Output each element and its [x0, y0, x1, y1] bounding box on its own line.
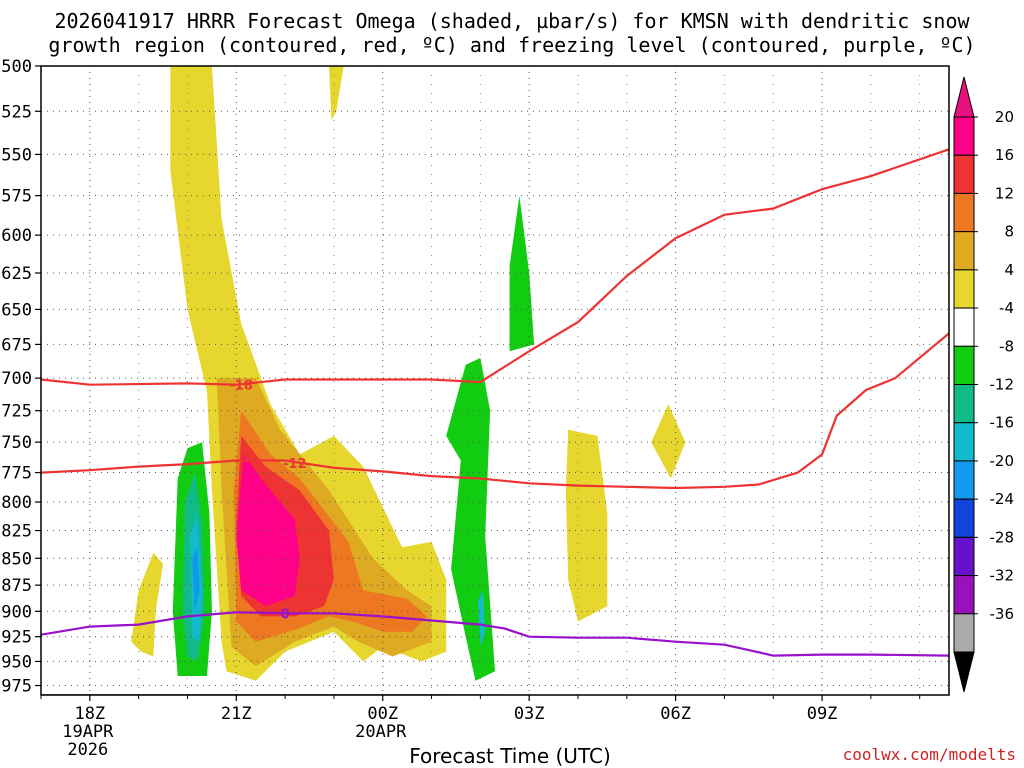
omega-region-14 — [192, 547, 200, 612]
colorbar-swatch — [953, 575, 975, 615]
colorbar-tick-label: 4 — [1004, 261, 1014, 279]
dgz_minus18-label: -18 — [229, 379, 253, 394]
colorbar-tick-label: -36 — [990, 605, 1015, 623]
colorbar-tick-label: -12 — [990, 376, 1015, 394]
colorbar-tick-label: 12 — [995, 184, 1014, 202]
colorbar-tick-label: -20 — [990, 452, 1015, 470]
dgz_minus12-label: -12 — [283, 457, 307, 472]
colorbar-tick-label: 20 — [995, 108, 1014, 126]
credit-text: coolwx.com/modelts — [843, 745, 1016, 764]
contour-lines: -18 -12 0 — [41, 148, 949, 657]
omega-region-2 — [329, 66, 344, 121]
colorbar-under-arrow — [953, 651, 975, 693]
y-tick-label: 525 — [1, 102, 32, 122]
y-tick-label: 650 — [1, 300, 32, 320]
x-tick-date: 20APR — [355, 722, 407, 742]
y-tick-label: 850 — [1, 549, 32, 569]
freezing_level-line — [41, 611, 949, 657]
y-tick-label: 700 — [1, 369, 32, 389]
colorbar-swatch — [953, 269, 975, 309]
dgz_minus12-line — [41, 332, 949, 490]
dgz_minus18-line — [41, 148, 949, 386]
omega-shading — [131, 66, 686, 681]
y-tick-label: 975 — [1, 677, 32, 697]
x-axis-label: Forecast Time (UTC) — [409, 744, 611, 768]
x-tick-label: 18Z — [74, 704, 105, 724]
y-tick-label: 500 — [1, 57, 32, 77]
y-tick-label: 900 — [1, 602, 32, 622]
colorbar-swatch — [953, 613, 975, 653]
y-tick-label: 625 — [1, 264, 32, 284]
colorbar-swatch — [953, 154, 975, 194]
colorbar-swatch — [953, 422, 975, 462]
colorbar-swatch — [953, 192, 975, 233]
colorbar-swatch — [953, 345, 975, 385]
omega-region-15 — [477, 590, 486, 647]
colorbar-over-arrow — [953, 76, 975, 118]
y-tick-label: 550 — [1, 145, 32, 165]
y-tick-label: 950 — [1, 652, 32, 672]
y-tick-label: 825 — [1, 522, 32, 542]
omega-region-4 — [651, 404, 686, 479]
colorbar-tick-label: -16 — [990, 414, 1015, 432]
colorbar-tick-label: -4 — [999, 299, 1014, 317]
y-tick-label: 575 — [1, 187, 32, 207]
y-tick-label: 875 — [1, 576, 32, 596]
x-tick-date: 19APR — [62, 722, 114, 742]
colorbar-swatch — [953, 307, 975, 347]
freezing_level-label: 0 — [281, 607, 290, 622]
y-axis-ticks: 500 525 550 575 600 625 650 675 700 725 750 775 800 8… — [1, 57, 41, 697]
y-tick-label: 775 — [1, 464, 32, 484]
colorbar-tick-label: -32 — [990, 567, 1015, 585]
x-tick-label: 03Z — [514, 704, 545, 724]
y-tick-label: 600 — [1, 226, 32, 246]
y-tick-label: 725 — [1, 402, 32, 422]
colorbar-swatch — [953, 116, 975, 156]
colorbar: 20 16 12 8 4 -4 -8 -12 -16 -20 -24 -28 -32 -36 — [953, 76, 1015, 693]
y-tick-label: 925 — [1, 628, 32, 648]
x-tick-label: 21Z — [221, 704, 252, 724]
colorbar-swatch — [953, 460, 975, 500]
omega-region-8 — [236, 454, 300, 607]
x-tick-label: 00Z — [367, 704, 398, 724]
y-tick-label: 800 — [1, 493, 32, 513]
x-tick-year: 2026 — [67, 740, 108, 760]
colorbar-tick-label: -28 — [990, 528, 1015, 546]
y-tick-label: 675 — [1, 335, 32, 355]
x-tick-label: 09Z — [807, 704, 838, 724]
chart-title-line2: growth region (contoured, red, ºC) and f… — [48, 33, 975, 57]
colorbar-swatch — [953, 231, 975, 271]
omega-region-0 — [131, 552, 163, 657]
y-tick-label: 750 — [1, 433, 32, 453]
x-tick-label: 06Z — [660, 704, 691, 724]
colorbar-tick-label: 16 — [995, 146, 1014, 164]
colorbar-swatch — [953, 384, 975, 424]
colorbar-swatch — [953, 498, 975, 538]
colorbar-tick-label: -8 — [999, 337, 1014, 355]
colorbar-swatch — [953, 536, 975, 577]
colorbar-tick-label: -24 — [990, 490, 1015, 508]
omega-region-3 — [565, 429, 608, 622]
chart-title-line1: 2026041917 HRRR Forecast Omega (shaded, … — [54, 9, 970, 33]
plot-frame — [40, 65, 950, 696]
colorbar-tick-label: 8 — [1004, 223, 1014, 241]
